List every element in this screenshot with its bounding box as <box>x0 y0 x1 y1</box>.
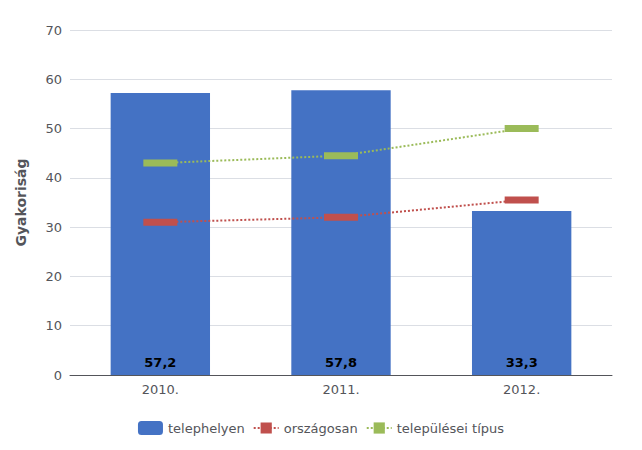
svg-text:0: 0 <box>54 368 62 383</box>
svg-text:2010.: 2010. <box>142 382 179 397</box>
svg-text:Gyakoriság: Gyakoriság <box>13 158 29 246</box>
svg-text:60: 60 <box>45 72 62 87</box>
svg-text:10: 10 <box>45 318 62 333</box>
svg-text:57,8: 57,8 <box>325 355 357 370</box>
svg-text:országosan: országosan <box>284 421 358 436</box>
svg-text:telephelyen: telephelyen <box>168 421 245 436</box>
svg-text:települései típus: települései típus <box>397 421 505 436</box>
svg-text:30: 30 <box>45 220 62 235</box>
svg-text:2011.: 2011. <box>322 382 359 397</box>
svg-text:70: 70 <box>45 23 62 38</box>
svg-text:50: 50 <box>45 121 62 136</box>
svg-text:40: 40 <box>45 170 62 185</box>
svg-text:20: 20 <box>45 269 62 284</box>
svg-text:2012.: 2012. <box>503 382 540 397</box>
svg-text:33,3: 33,3 <box>506 355 538 370</box>
svg-text:57,2: 57,2 <box>144 355 176 370</box>
